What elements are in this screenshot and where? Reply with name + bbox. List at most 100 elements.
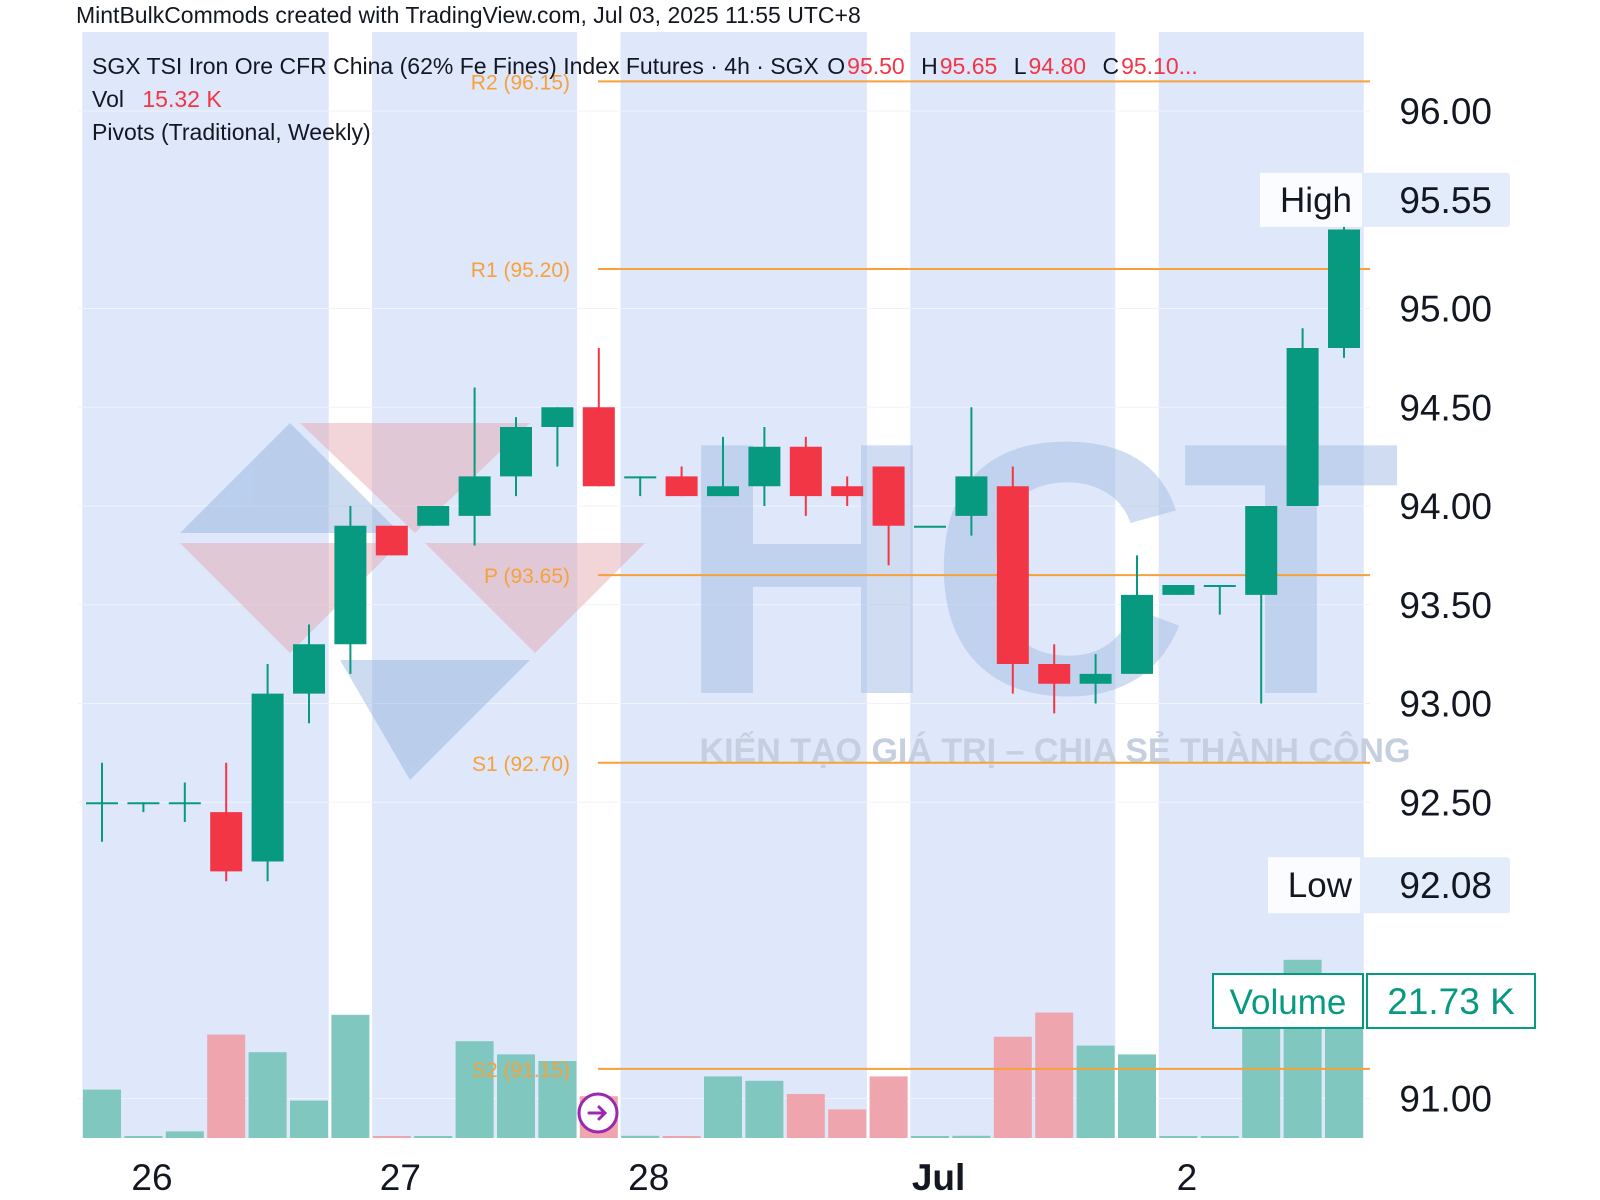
volume-bar (538, 1061, 577, 1138)
candle-body (541, 407, 574, 427)
time-axis-label: 27 (380, 1157, 421, 1198)
price-axis-label: 94.00 (1399, 486, 1492, 527)
volume-bar (704, 1076, 742, 1138)
candle-body (789, 446, 822, 497)
high-label: H (921, 53, 938, 79)
volume-bar (331, 1014, 370, 1138)
volume-tag-value-box (1366, 973, 1536, 1029)
chart-legend: SGX TSI Iron Ore CFR China (62% Fe Fines… (92, 50, 1200, 149)
candle-body (582, 407, 615, 487)
volume-indicator-value: 15.32 K (142, 86, 222, 112)
volume-bar (911, 1136, 949, 1138)
volume-tag-label-box (1212, 973, 1364, 1029)
watermark-shape (340, 660, 530, 780)
volume-bar (1076, 1045, 1115, 1138)
candle-body (500, 427, 532, 477)
volume-bar (207, 1034, 246, 1138)
volume-indicator-label: Vol (92, 86, 124, 112)
watermark-shape (300, 423, 530, 533)
pivot-label: R1 (95.20) (471, 259, 570, 282)
candle-body (996, 486, 1029, 664)
volume-bar (993, 1036, 1032, 1138)
volume-bar (621, 1135, 660, 1138)
candle-body (210, 812, 243, 872)
volume-bar (1242, 1010, 1281, 1138)
time-axis-label: 2 (1177, 1157, 1198, 1198)
candle-body (1162, 585, 1195, 595)
candle-body (1121, 594, 1153, 674)
volume-bar (1118, 1054, 1156, 1138)
candle-body (1328, 229, 1360, 348)
candle-body (1203, 585, 1236, 587)
candle-body (127, 802, 160, 805)
symbol-title[interactable]: SGX TSI Iron Ore CFR China (62% Fe Fines… (92, 53, 819, 79)
low-tag-label: Low (1288, 866, 1353, 905)
candle-body (624, 476, 657, 479)
candle-body (375, 525, 408, 556)
low-tag-value: 92.08 (1399, 865, 1492, 906)
volume-bar (828, 1109, 867, 1138)
low-label: L (1013, 53, 1027, 79)
price-axis-label: 94.50 (1399, 387, 1492, 428)
legend-volume-row[interactable]: Vol 15.32 K (92, 83, 1200, 116)
watermark-brand: HCT (677, 368, 1400, 770)
price-axis-label: 96.00 (1399, 91, 1492, 132)
candle-body (86, 802, 118, 805)
volume-bar (290, 1100, 328, 1138)
candle-body (251, 693, 284, 862)
volume-bar (1035, 1012, 1074, 1138)
candle-body (955, 476, 988, 516)
time-axis-label: Jul (912, 1157, 965, 1198)
candle-body (1038, 664, 1071, 684)
legend-ohlc-row: SGX TSI Iron Ore CFR China (62% Fe Fines… (92, 50, 1200, 83)
open-label: O (827, 53, 846, 79)
candle-body (1079, 673, 1112, 684)
price-axis-label: 91.00 (1399, 1079, 1492, 1120)
candle-body (665, 476, 698, 497)
candle-body (707, 486, 739, 497)
pivots-indicator-label: Pivots (Traditional, Weekly) (92, 119, 371, 145)
pivot-label: R2 (96.15) (471, 71, 570, 94)
volume-bar (372, 1136, 411, 1138)
price-axis-label: 95.00 (1399, 289, 1492, 330)
candle-body (334, 525, 367, 645)
marker-arrow (587, 1105, 608, 1121)
candle-body (914, 525, 946, 528)
time-axis-label: 26 (131, 1157, 172, 1198)
high-value: 95.65 (939, 53, 998, 79)
volume-bar (414, 1136, 453, 1138)
chart-caption: MintBulkCommods created with TradingView… (76, 2, 861, 28)
legend-pivots-row[interactable]: Pivots (Traditional, Weekly) (92, 116, 1200, 149)
session-band (372, 32, 578, 1138)
low-tag-label-bg (1268, 857, 1360, 914)
session-band (620, 32, 867, 1138)
price-axis-label: 93.50 (1399, 585, 1492, 626)
volume-bar (248, 1052, 287, 1138)
candle-body (872, 466, 905, 526)
pivot-label: S1 (92.70) (472, 753, 570, 776)
high-tag-label: High (1280, 181, 1352, 220)
candle-body (293, 644, 325, 694)
volume-bar (786, 1094, 825, 1138)
volume-bar (83, 1089, 121, 1138)
pivot-label: P (93.65) (484, 565, 570, 588)
volume-bar (1159, 1136, 1198, 1138)
close-label: C (1102, 53, 1120, 79)
volume-bar (952, 1135, 991, 1138)
replay-marker-icon (577, 1092, 619, 1134)
volume-bar (745, 1080, 784, 1138)
volume-tag-label: Volume (1230, 983, 1347, 1022)
open-value: 95.50 (847, 53, 905, 79)
candle-body (417, 506, 450, 526)
volume-bar (165, 1131, 204, 1138)
candle-body (1245, 506, 1278, 595)
time-axis-label: 28 (628, 1157, 669, 1198)
high-tag-value: 95.55 (1399, 180, 1492, 221)
high-tag-label-bg (1260, 172, 1362, 227)
candle-body (1286, 348, 1319, 506)
volume-bar (497, 1054, 535, 1138)
volume-bar (1200, 1136, 1239, 1138)
session-band (82, 32, 329, 1138)
candle-body (831, 486, 864, 497)
